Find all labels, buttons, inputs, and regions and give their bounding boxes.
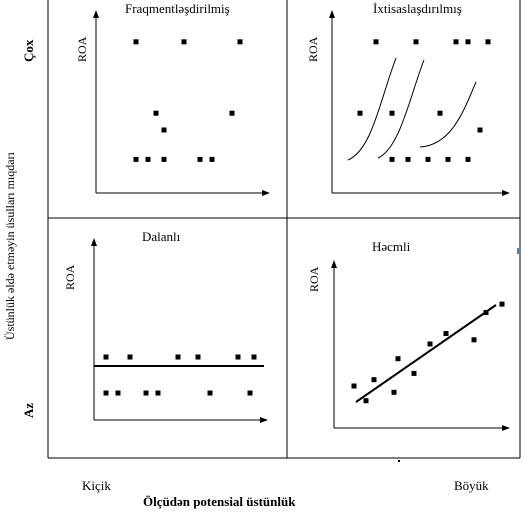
data-point-specialized-13	[477, 127, 483, 133]
y-axis-label: Üstünlük əldə etməyin üsulları mıqdarı	[3, 151, 17, 340]
data-point-stalemate-11	[247, 390, 253, 396]
data-point-volume-5	[395, 356, 401, 362]
stray-dot	[398, 460, 400, 462]
data-point-fragmented-2	[237, 39, 243, 45]
y-arrow-stalemate	[91, 238, 97, 246]
panel-title-stalemate: Dalanlı	[142, 229, 181, 244]
points-volume	[351, 301, 505, 404]
data-point-stalemate-0	[103, 354, 109, 360]
data-point-fragmented-4	[229, 110, 235, 116]
data-point-stalemate-9	[155, 390, 161, 396]
panel-specialized: İxtisaslaşdırılmış ROA	[306, 1, 510, 196]
data-point-volume-0	[351, 383, 357, 389]
data-point-specialized-7	[437, 110, 443, 116]
y-arrow-volume	[331, 260, 337, 268]
roa-label-specialized: ROA	[306, 36, 320, 62]
data-point-volume-3	[391, 389, 397, 395]
panel-title-specialized: İxtisaslaşdırılmış	[373, 1, 462, 16]
roa-label-volume: ROA	[307, 266, 321, 292]
x-arrow-fragmented	[262, 190, 270, 196]
data-point-stalemate-4	[235, 354, 241, 360]
data-point-fragmented-5	[161, 127, 167, 133]
data-point-stalemate-3	[195, 354, 201, 360]
panel-title-fragmented: Fraqmentləşdirilmiş	[125, 1, 230, 16]
data-point-specialized-0	[373, 39, 379, 45]
data-point-specialized-5	[357, 110, 363, 116]
x-axis-left-label: Kiçik	[82, 478, 111, 493]
points-specialized	[357, 39, 491, 162]
panel-stalemate: Dalanlı ROA	[63, 229, 268, 423]
data-point-volume-2	[363, 398, 369, 404]
y-arrow-fragmented	[93, 10, 99, 18]
data-point-stalemate-8	[143, 390, 149, 396]
data-point-volume-10	[499, 301, 505, 307]
y-arrow-specialized	[329, 10, 335, 18]
roa-label-stalemate: ROA	[63, 264, 77, 290]
data-point-stalemate-1	[127, 354, 133, 360]
y-axis-top-label: Çox	[21, 39, 36, 62]
curve-specialized-3	[419, 81, 477, 148]
panel-volume: Həcmli ROA	[307, 239, 510, 431]
data-point-volume-6	[427, 341, 433, 347]
points-fragmented	[133, 39, 243, 162]
data-point-specialized-11	[445, 156, 451, 162]
data-point-stalemate-2	[175, 354, 181, 360]
data-point-specialized-9	[405, 156, 411, 162]
roa-label-fragmented: ROA	[75, 36, 89, 62]
data-point-volume-7	[443, 331, 449, 336]
data-point-fragmented-7	[145, 156, 151, 162]
data-point-stalemate-6	[103, 390, 109, 396]
curve-specialized-1	[347, 57, 397, 161]
data-point-stalemate-5	[251, 354, 257, 360]
data-point-specialized-3	[465, 39, 471, 45]
data-point-fragmented-6	[133, 156, 139, 162]
data-point-fragmented-0	[133, 39, 139, 45]
x-axis-right-label: Böyük	[454, 478, 489, 493]
x-axis-label: Ölçüdən potensial üstünlük	[143, 494, 296, 509]
x-arrow-stalemate	[260, 417, 268, 423]
points-stalemate	[103, 354, 257, 396]
data-point-stalemate-7	[115, 390, 121, 396]
data-point-volume-9	[483, 310, 489, 315]
trend-line-volume	[355, 304, 497, 403]
panel-title-volume: Həcmli	[372, 239, 411, 254]
data-point-specialized-12	[465, 156, 471, 162]
data-point-specialized-1	[413, 39, 419, 45]
data-point-volume-8	[471, 337, 477, 343]
edge-marker	[517, 248, 519, 254]
data-point-specialized-4	[485, 39, 491, 45]
data-point-fragmented-10	[209, 156, 215, 162]
data-point-fragmented-1	[181, 39, 187, 45]
x-arrow-specialized	[502, 190, 510, 196]
data-point-specialized-2	[453, 39, 459, 45]
data-point-volume-1	[371, 377, 377, 383]
data-point-fragmented-3	[153, 110, 159, 116]
data-point-volume-4	[411, 370, 417, 376]
x-arrow-volume	[502, 425, 510, 431]
data-point-specialized-8	[389, 156, 395, 162]
y-axis-bottom-label: Az	[21, 403, 36, 418]
data-point-fragmented-8	[161, 156, 167, 162]
curve-specialized-2	[377, 59, 425, 159]
data-point-stalemate-10	[207, 390, 213, 396]
data-point-specialized-10	[425, 156, 431, 162]
data-point-fragmented-9	[197, 156, 203, 162]
panel-fragmented: Fraqmentləşdirilmiş ROA	[75, 1, 270, 196]
data-point-specialized-6	[389, 110, 395, 116]
